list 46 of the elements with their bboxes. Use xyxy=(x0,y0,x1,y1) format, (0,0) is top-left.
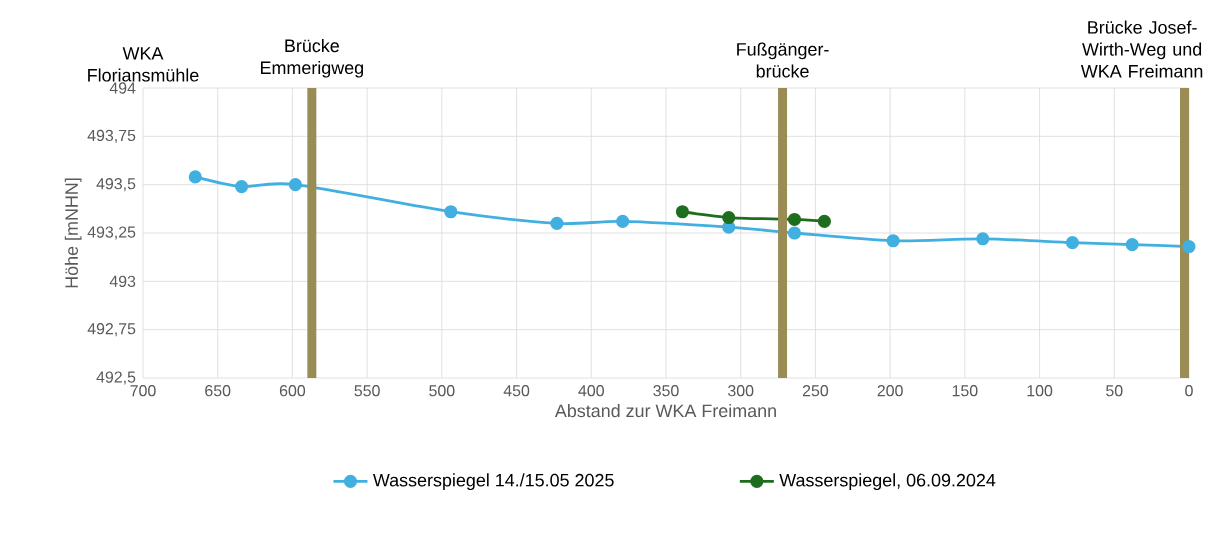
ref-line-label: Fußgänger-brücke xyxy=(737,42,829,78)
x-tick-label: 300 xyxy=(728,385,754,397)
x-tick-label: 700 xyxy=(130,385,156,397)
point xyxy=(886,234,900,248)
legend-label: Wasserspiegel 14./15.05 2025 xyxy=(372,473,614,491)
x-tick-label: 450 xyxy=(503,385,530,397)
point xyxy=(188,170,202,184)
ref-line-label: Brücke Josef-Wirth-Weg und WKA Freimann xyxy=(1080,20,1203,78)
y-tick-label: 493,75 xyxy=(87,129,136,143)
x-tick-label: 50 xyxy=(1106,385,1123,397)
x-tick-label: 250 xyxy=(802,385,829,397)
point xyxy=(787,212,802,227)
point xyxy=(1182,239,1196,254)
y-tick-label: 492,75 xyxy=(87,323,136,337)
point xyxy=(1125,238,1139,252)
point xyxy=(444,205,458,219)
x-axis-title: Abstand zur WKA Freimann xyxy=(554,404,776,418)
y-tick-label: 492,5 xyxy=(96,371,136,385)
point xyxy=(787,226,802,240)
x-tick-label: 650 xyxy=(205,385,231,397)
point xyxy=(235,180,249,194)
x-tick-label: 400 xyxy=(578,385,604,397)
point xyxy=(722,210,736,225)
x-tick-label: 350 xyxy=(653,385,679,397)
point xyxy=(817,214,831,228)
x-tick-label: 100 xyxy=(1027,385,1053,397)
x-tick-label: 200 xyxy=(877,385,903,397)
x-tick-label: 500 xyxy=(429,385,455,397)
point xyxy=(550,216,564,230)
x-tick-label: 550 xyxy=(354,385,380,397)
point xyxy=(616,214,630,228)
point xyxy=(976,232,990,246)
y-tick-label: 493 xyxy=(109,275,136,287)
ref-line-label: Brücke Emmerigweg xyxy=(260,38,363,78)
point xyxy=(288,178,302,192)
legend-label: Wasserspiegel, 06.09.2024 xyxy=(779,473,996,491)
y-tick-label: 493,5 xyxy=(96,178,136,192)
y-axis-title: Höhe [mNHN] xyxy=(64,178,82,288)
x-tick-label: 600 xyxy=(279,385,306,397)
y-tick-label: 494 xyxy=(109,82,136,94)
y-tick-label: 493,25 xyxy=(87,226,136,240)
point xyxy=(675,205,690,219)
x-tick-label: 150 xyxy=(952,385,978,397)
text: WKA Floriansmühle xyxy=(88,47,199,82)
x-tick-label: 0 xyxy=(1185,385,1193,397)
point xyxy=(1065,236,1080,250)
